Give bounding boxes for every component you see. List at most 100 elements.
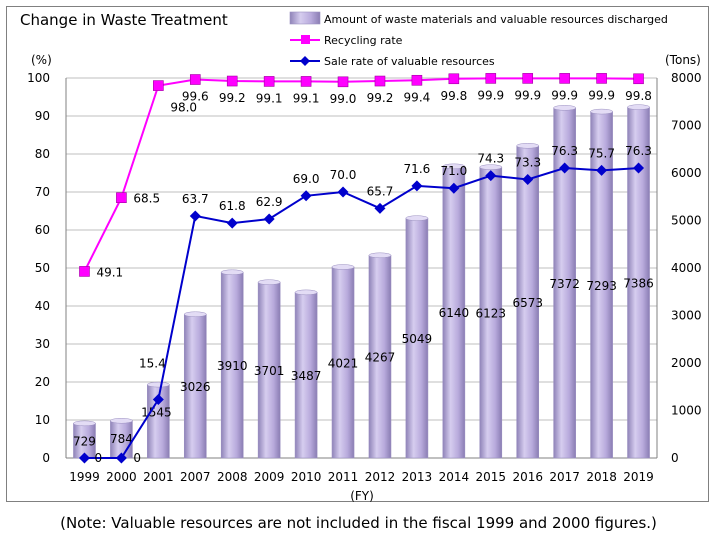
recycling-rate-label: 99.9	[588, 88, 615, 102]
y-left-tick-label: 0	[42, 451, 50, 465]
x-tick-label: 2010	[291, 470, 322, 484]
recycling-rate-marker	[485, 73, 497, 84]
y-left-tick-label: 10	[35, 413, 50, 427]
sale-rate-marker	[78, 452, 90, 464]
waste-treatment-chart: Change in Waste Treatment 0 10 20 30 40 50 60 70…	[20, 11, 702, 503]
y-left-tick-label: 90	[35, 109, 50, 123]
bar-top	[184, 311, 207, 318]
x-tick-label: 2000	[106, 470, 137, 484]
recycling-rate-label: 99.2	[219, 91, 246, 105]
bar-data-label: 7293	[586, 279, 617, 293]
x-tick-label: 2007	[180, 470, 211, 484]
chart-title: Change in Waste Treatment	[20, 11, 228, 29]
recycling-rate-label: 99.0	[330, 92, 357, 106]
x-tick-label: 1999	[69, 470, 100, 484]
bar-top	[110, 418, 133, 424]
bar-data-label: 6573	[512, 296, 543, 310]
legend-label-sale: Sale rate of valuable resources	[324, 55, 495, 68]
sale-rate-label: 63.7	[182, 192, 209, 206]
legend-marker-sale	[300, 56, 310, 66]
sale-rate-marker	[633, 162, 645, 174]
y-left-tick-label: 70	[35, 185, 50, 199]
y-left-tick-label: 80	[35, 147, 50, 161]
recycling-rate-marker	[411, 74, 423, 86]
sale-rate-label: 73.3	[514, 155, 541, 169]
bar-top	[405, 215, 429, 221]
sale-rate-marker	[337, 186, 349, 198]
x-tick-label: 2013	[402, 470, 433, 484]
bar-top	[516, 143, 539, 149]
x-tick-label: 2015	[476, 470, 507, 484]
x-tick-label: 2001	[143, 470, 174, 484]
x-tick-label: 2014	[439, 470, 470, 484]
recycling-rate-marker	[633, 73, 644, 85]
sale-rate-label: 71.6	[404, 162, 431, 176]
sale-rate-marker	[522, 173, 534, 185]
recycling-rate-marker	[300, 76, 312, 87]
bar-data-label: 6140	[439, 306, 470, 320]
y-right-tick-label: 5000	[671, 214, 702, 228]
sale-rate-marker	[485, 170, 497, 182]
recycling-rate-marker	[189, 74, 201, 85]
bar-top	[479, 164, 503, 170]
recycling-rate-label: 99.8	[440, 89, 467, 103]
recycling-rate-label: 99.6	[182, 90, 209, 104]
sale-rate-label: 15.4	[139, 356, 166, 370]
x-tick-label: 2011	[328, 470, 359, 484]
recycling-rate-marker	[522, 73, 534, 84]
bar-top	[368, 252, 392, 259]
y-right-tick-label: 0	[671, 451, 679, 465]
sale-rate-label: 74.3	[477, 152, 504, 166]
sale-rate-line	[84, 167, 639, 459]
bar-data-label: 7372	[549, 277, 580, 291]
y-right-tick-label: 4000	[671, 261, 702, 275]
recycling-rate-label: 68.5	[133, 192, 160, 206]
recycling-rate-marker	[226, 75, 238, 87]
legend-label-bars: Amount of waste materials and valuable r…	[324, 13, 668, 26]
recycling-rate-label: 99.8	[625, 89, 652, 103]
legend-label-recycling: Recycling rate	[324, 34, 403, 47]
y-right-tick-label: 1000	[671, 404, 702, 418]
legend-marker-recycling	[301, 35, 310, 44]
y-left-tick-label: 30	[35, 337, 50, 351]
bar-top	[553, 105, 576, 111]
y-right-tick-label: 2000	[671, 356, 702, 370]
sale-rate-label: 76.3	[551, 144, 578, 158]
y-left-axis-label: (%)	[31, 53, 52, 67]
bar-data-label: 3487	[291, 369, 322, 383]
bar-top	[257, 279, 281, 285]
sale-rate-label: 75.7	[588, 146, 615, 160]
bar-top	[442, 163, 466, 170]
bar-top	[627, 104, 650, 110]
bar-data-label: 784	[110, 432, 133, 446]
recycling-rate-label: 99.2	[367, 91, 394, 105]
bar-data-label: 5049	[402, 332, 433, 346]
bar-data-label: 6123	[476, 307, 507, 321]
bar-data-label: 729	[73, 434, 96, 448]
legend-swatch-bars	[289, 11, 321, 25]
recycling-rate-label: 98.0	[170, 101, 197, 115]
x-tick-label: 2018	[586, 470, 617, 484]
recycling-rate-marker	[374, 75, 386, 87]
x-axis-label: (FY)	[350, 489, 374, 503]
y-left-tick-label: 60	[35, 223, 50, 237]
sale-rate-marker	[596, 164, 608, 176]
bar-data-label: 3701	[254, 364, 285, 378]
sale-rate-label: 70.0	[330, 168, 357, 182]
recycling-rate-label: 99.4	[404, 90, 431, 104]
y-right-tick-label: 3000	[671, 309, 702, 323]
sale-rate-label: 62.9	[256, 195, 283, 209]
recycling-rate-label: 99.9	[477, 88, 504, 102]
y-left-tick-label: 50	[35, 261, 50, 275]
bar-data-label: 3910	[217, 359, 248, 373]
recycling-rate-marker	[559, 73, 570, 84]
bar-data-label: 7386	[623, 277, 654, 291]
recycling-rate-label: 99.9	[551, 88, 578, 102]
sale-rate-marker	[263, 213, 275, 225]
footnote: (Note: Valuable resources are not includ…	[60, 514, 657, 532]
recycling-rate-marker	[116, 192, 127, 203]
sale-rate-label: 65.7	[367, 184, 394, 198]
bar-data-label: 3026	[180, 380, 211, 394]
bar-top	[331, 264, 355, 270]
sale-rate-label: 71.0	[440, 164, 467, 178]
